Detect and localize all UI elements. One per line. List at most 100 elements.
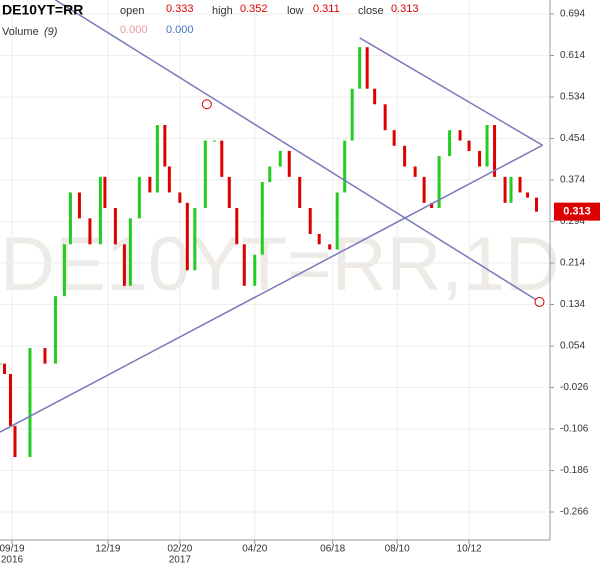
y-tick-label: -0.266	[560, 507, 589, 518]
close-value: 0.313	[391, 3, 419, 15]
trend-line	[55, 0, 540, 303]
y-tick-label: 0.134	[560, 299, 585, 310]
price-bar	[358, 47, 362, 89]
price-bar	[62, 244, 66, 297]
y-tick-label: 0.694	[560, 9, 585, 20]
price-bar	[77, 192, 81, 219]
price-bar	[350, 88, 354, 141]
price-bar	[413, 166, 417, 177]
price-bar	[493, 125, 497, 177]
price-bar	[185, 202, 189, 271]
volume-period: (9)	[44, 26, 58, 38]
price-bar	[509, 176, 513, 203]
price-bar	[260, 182, 264, 255]
low-label: low	[287, 5, 304, 17]
price-bar	[103, 176, 107, 209]
price-bar	[178, 192, 182, 203]
price-bar	[242, 244, 246, 286]
price-bar	[212, 140, 216, 142]
price-bar	[122, 244, 126, 286]
price-bar	[167, 166, 171, 193]
price-bar	[113, 208, 117, 245]
price-bar	[383, 104, 387, 131]
watermark: DE10YT=RR,1D	[0, 222, 560, 307]
price-bar	[535, 197, 539, 212]
open-value: 0.333	[166, 3, 194, 15]
price-bar	[518, 176, 522, 193]
price-bar	[193, 208, 197, 271]
x-tick-label: 06/18	[320, 544, 345, 555]
price-bar	[308, 208, 312, 234]
price-bar	[2, 363, 6, 375]
price-bar	[287, 150, 291, 177]
price-bar	[235, 208, 239, 245]
price-bar	[437, 156, 441, 209]
volume-value: 0.000	[120, 24, 148, 36]
y-tick-label: 0.454	[560, 133, 585, 144]
price-bar	[98, 176, 102, 245]
symbol: DE10YT=RR	[2, 2, 83, 18]
price-bar	[343, 140, 347, 193]
price-bar	[403, 145, 407, 167]
y-tick-label: 0.534	[560, 92, 585, 103]
price-bar	[422, 176, 426, 203]
x-tick-label: 09/19	[0, 544, 25, 555]
year-label: 2017	[169, 555, 192, 566]
y-tick-label: -0.106	[560, 424, 589, 435]
price-bar	[448, 130, 452, 157]
y-tick-label: 0.614	[560, 50, 585, 61]
price-bar	[298, 176, 302, 209]
price-bar	[278, 150, 282, 167]
price-bar	[203, 140, 207, 209]
price-bar	[485, 125, 489, 167]
price-bar	[253, 254, 257, 286]
price-bar	[88, 218, 92, 245]
plot	[0, 0, 554, 544]
low-value: 0.311	[313, 3, 340, 15]
x-tick-label: 12/19	[95, 544, 120, 555]
price-bar	[8, 374, 12, 426]
price-bar	[328, 244, 332, 250]
price-bar	[430, 202, 434, 209]
close-label: close	[358, 5, 384, 17]
price-bar	[53, 296, 57, 364]
high-value: 0.352	[240, 3, 268, 15]
price-bar	[268, 166, 272, 183]
price-bar	[227, 176, 231, 209]
x-tick-label: 08/10	[385, 544, 410, 555]
x-tick-label: 10/12	[457, 544, 482, 555]
price-bar	[148, 176, 152, 193]
high-label: high	[212, 5, 233, 17]
y-tick-label: 0.214	[560, 258, 585, 269]
price-bar	[220, 140, 224, 177]
price-bar	[335, 192, 339, 250]
price-bar	[163, 125, 167, 167]
x-tick-label: 02/20	[167, 544, 192, 555]
price-bar	[478, 150, 482, 167]
price-bar	[68, 192, 72, 245]
price-label: 0.313	[563, 206, 591, 218]
price-bar	[392, 130, 396, 146]
price-bar	[137, 176, 141, 219]
open-label: open	[120, 5, 144, 17]
y-tick-label: 0.294	[560, 216, 585, 227]
price-bar	[503, 176, 507, 203]
trend-marker	[201, 99, 212, 110]
trend-line	[359, 37, 543, 146]
price-label-box	[554, 202, 600, 221]
price-bar	[467, 140, 471, 151]
y-tick-label: 0.054	[560, 341, 585, 352]
x-tick-label: 04/20	[242, 544, 267, 555]
trend-marker	[534, 296, 545, 307]
price-bar	[128, 218, 132, 286]
price-bar	[526, 192, 530, 198]
price-bar	[43, 348, 47, 364]
price-bar	[28, 348, 32, 458]
price-bar	[373, 88, 377, 105]
price-bar	[13, 425, 17, 458]
trend-line	[0, 144, 543, 433]
y-tick-label: 0.374	[560, 175, 585, 186]
price-bar	[317, 233, 321, 245]
volume-label: Volume	[2, 26, 39, 38]
